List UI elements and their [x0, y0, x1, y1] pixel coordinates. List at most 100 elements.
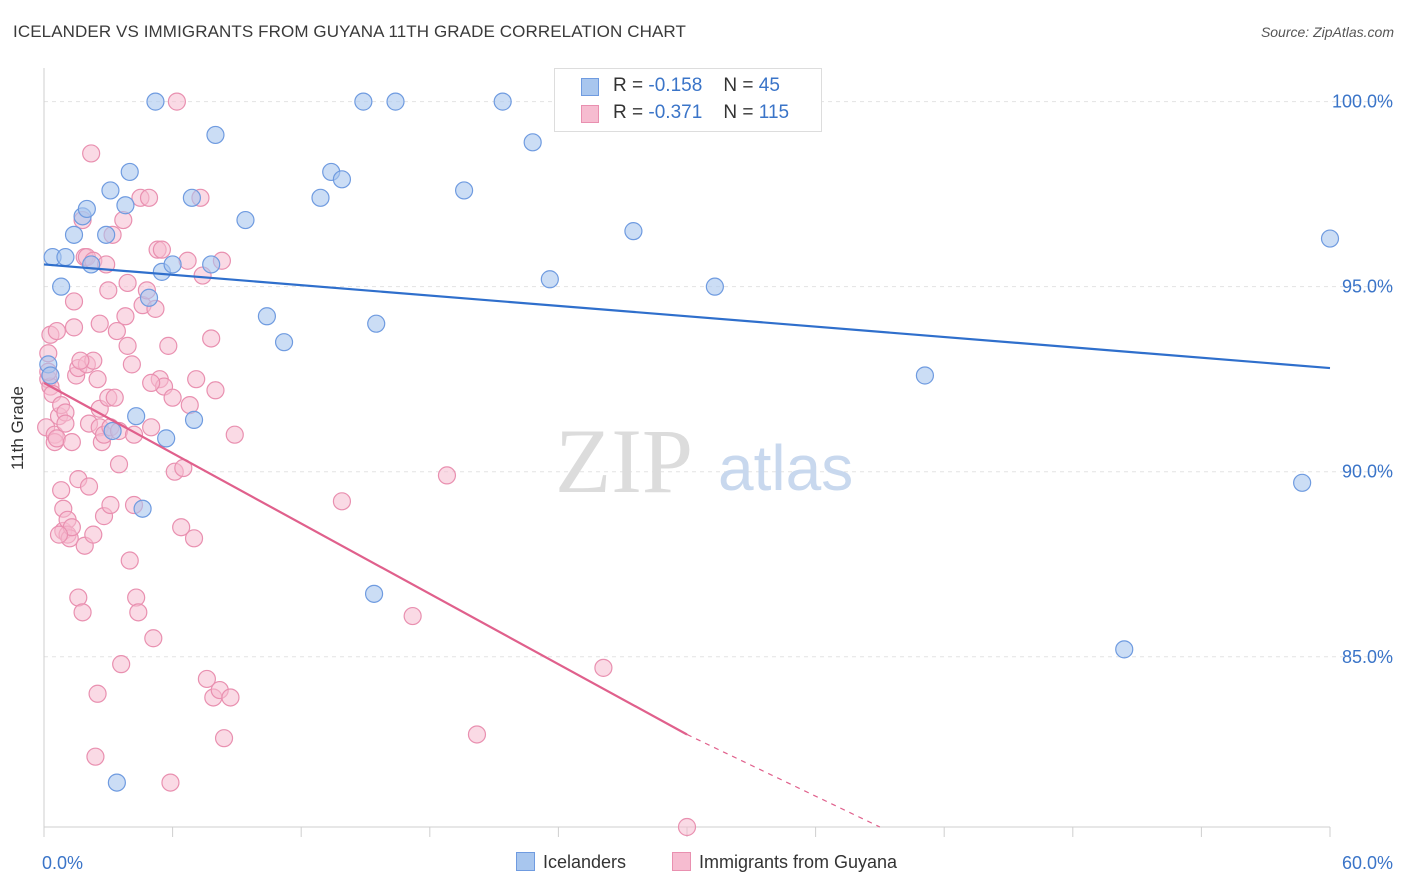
point-guyana [64, 318, 84, 337]
point-icelanders [182, 188, 201, 207]
point-icelanders [127, 407, 146, 426]
tick-label-layer: 85.0% 90.0% 95.0% 100.0% 0.0% 60.0% [42, 92, 1393, 873]
point-guyana [167, 92, 186, 111]
x-tick-label: 60.0% [1342, 853, 1393, 873]
point-guyana [73, 603, 92, 622]
point-guyana [116, 307, 135, 326]
point-guyana [437, 466, 457, 485]
point-guyana [214, 729, 234, 748]
point-icelanders [364, 584, 384, 603]
point-icelanders [311, 188, 330, 207]
point-guyana [49, 525, 69, 544]
point-guyana [114, 210, 133, 230]
source-label: Source: ZipAtlas.com [1260, 24, 1394, 40]
point-guyana [225, 425, 244, 444]
point-icelanders [257, 307, 277, 326]
point-guyana [184, 529, 204, 548]
point-guyana [677, 817, 697, 837]
point-guyana [79, 477, 99, 496]
point-icelanders [133, 499, 152, 518]
point-guyana [127, 588, 146, 607]
y-axis-label: 11th Grade [8, 386, 27, 470]
point-guyana [594, 658, 613, 677]
point-guyana [47, 429, 66, 448]
point-guyana [84, 525, 103, 544]
watermark-zip: ZIP [555, 410, 693, 512]
point-guyana [403, 606, 422, 626]
point-icelanders [41, 366, 60, 385]
chart-title: ICELANDER VS IMMIGRANTS FROM GUYANA 11TH… [13, 22, 686, 41]
point-guyana [221, 688, 240, 707]
point-guyana [82, 144, 101, 163]
point-icelanders [101, 181, 120, 200]
y-tick-label: 95.0% [1342, 277, 1393, 297]
point-icelanders [523, 133, 542, 152]
point-icelanders [116, 196, 135, 215]
grid-layer [44, 101, 1392, 658]
point-icelanders [540, 270, 559, 289]
bottom-legend-icelanders: Icelanders [516, 852, 626, 873]
point-icelanders [493, 92, 512, 111]
point-icelanders [206, 125, 225, 145]
point-guyana [88, 370, 107, 389]
point-icelanders [163, 255, 182, 274]
point-guyana [47, 321, 66, 341]
trendline-guyana-extension [686, 733, 881, 828]
point-guyana [107, 321, 126, 341]
bottom-legend-swatch-icelanders [516, 852, 535, 871]
watermark-atlas: atlas [718, 432, 853, 504]
point-icelanders [454, 181, 474, 200]
point-guyana [62, 432, 81, 452]
point-icelanders [705, 277, 724, 296]
legend-n-value-guyana: 115 [758, 102, 790, 123]
point-icelanders [236, 210, 255, 230]
point-guyana [118, 273, 137, 293]
point-guyana [88, 684, 107, 703]
legend-r-value-icelanders: -0.158 [648, 75, 703, 96]
point-icelanders [332, 170, 352, 189]
point-icelanders [354, 92, 373, 111]
point-guyana [71, 351, 90, 370]
point-guyana [112, 655, 131, 674]
point-icelanders [56, 247, 75, 267]
point-guyana [144, 629, 163, 648]
point-icelanders [52, 277, 71, 296]
bottom-legend-label-icelanders: Icelanders [543, 852, 627, 872]
point-guyana [206, 381, 225, 400]
point-guyana [178, 251, 197, 270]
point-guyana [332, 492, 352, 511]
point-guyana [64, 292, 84, 311]
trendline-icelanders [43, 263, 1331, 370]
point-guyana [99, 281, 118, 300]
point-icelanders [1320, 229, 1340, 248]
legend-r-value-guyana: -0.371 [648, 102, 703, 123]
point-icelanders [1115, 640, 1134, 659]
point-guyana [187, 370, 206, 389]
point-guyana [101, 495, 120, 515]
point-icelanders [82, 255, 101, 274]
bottom-legend-swatch-guyana [672, 852, 691, 871]
point-guyana [172, 518, 191, 537]
point-guyana [120, 551, 139, 570]
point-icelanders [367, 314, 386, 333]
legend-r-label: R = [613, 102, 644, 123]
x-tick-label: 0.0% [42, 853, 83, 873]
point-guyana [142, 418, 161, 437]
point-guyana [202, 329, 221, 348]
point-guyana [56, 414, 75, 433]
legend-n-label: N = [723, 75, 754, 96]
legend-swatch-icelanders [581, 78, 599, 96]
point-icelanders [103, 421, 122, 441]
point-guyana [161, 773, 180, 792]
point-guyana [152, 240, 171, 259]
point-guyana [105, 388, 124, 407]
point-guyana [122, 355, 141, 374]
bottom-legend-guyana: Immigrants from Guyana [672, 852, 897, 873]
legend-n-label: N = [723, 102, 754, 123]
y-tick-label: 90.0% [1342, 462, 1393, 482]
trend-layer [43, 263, 1331, 828]
point-guyana [142, 373, 161, 392]
legend-r-label: R = [613, 75, 644, 96]
y-tick-label: 100.0% [1332, 92, 1393, 112]
point-guyana [129, 603, 148, 622]
